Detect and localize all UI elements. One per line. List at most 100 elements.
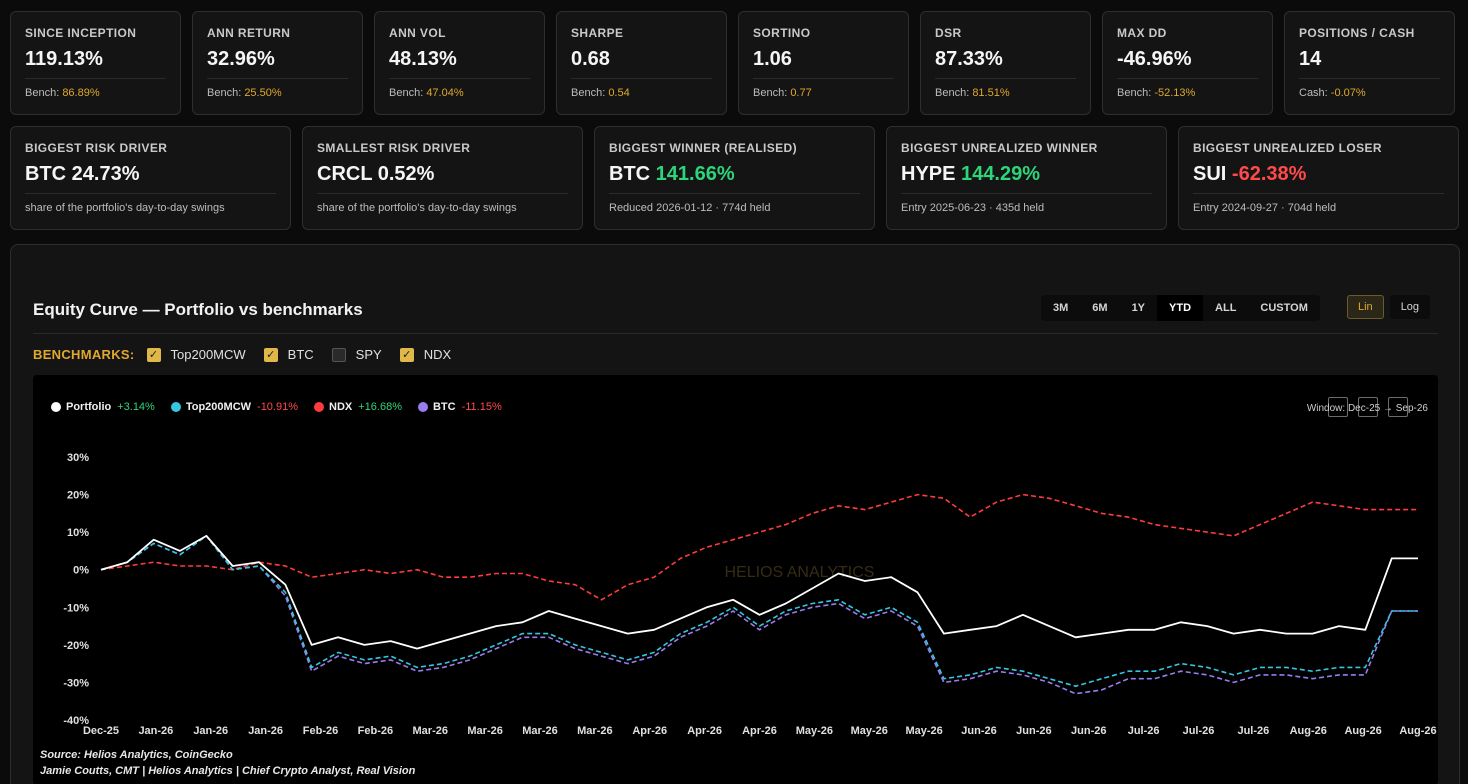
x-tick-label: Jun-26: [961, 725, 996, 737]
x-tick-label: Mar-26: [467, 725, 502, 737]
series-line-portfolio[interactable]: [100, 535, 1418, 650]
divider: [935, 78, 1076, 79]
benchmarks-row: BENCHMARKS: ✓ Top200MCW ✓ BTC SPY ✓ NDX: [33, 347, 469, 362]
range-button-6m[interactable]: 6M: [1092, 302, 1108, 314]
risk-card: BIGGEST UNREALIZED LOSER SUI -62.38% Entry…: [1178, 126, 1459, 230]
risk-driver-row: BIGGEST RISK DRIVER BTC 24.73% share of th…: [10, 126, 1459, 230]
risk-percent: 141.66%: [655, 163, 735, 185]
kpi-label: ANN RETURN: [207, 26, 291, 40]
divider: [609, 193, 860, 194]
risk-label: BIGGEST UNREALIZED LOSER: [1193, 141, 1382, 155]
kpi-bench-prefix: Bench:: [207, 87, 245, 99]
kpi-value: 14: [1299, 48, 1322, 70]
divider: [25, 78, 166, 79]
checkbox-checked-icon[interactable]: ✓: [146, 347, 161, 362]
range-button-custom[interactable]: CUSTOM: [1260, 302, 1308, 314]
checkbox-checked-icon[interactable]: ✓: [263, 347, 278, 362]
download-icon[interactable]: [1328, 397, 1348, 417]
checkbox-empty-icon[interactable]: [331, 347, 346, 362]
kpi-value: 48.13%: [389, 48, 457, 70]
y-tick-label: -20%: [63, 640, 89, 652]
legend-name: Portfolio: [66, 401, 112, 413]
kpi-label: DSR: [935, 26, 962, 40]
range-selector: 3M 6M 1Y YTD ALL CUSTOM: [1041, 295, 1320, 321]
x-tick-label: Mar-26: [522, 725, 557, 737]
x-tick-label: May-26: [851, 725, 888, 737]
legend-change: -11.15%: [461, 401, 502, 413]
equity-chart[interactable]: Portfolio +3.14% Top200MCW -10.91% NDX +16.68…: [33, 375, 1438, 784]
y-tick-label: -10%: [63, 602, 89, 614]
scale-button-lin[interactable]: Lin: [1347, 295, 1384, 319]
chart-svg: 30% 20% 10% 0% -10% -20% -30% -40%Dec-25 Jan-26 J…: [63, 452, 1436, 737]
checkbox-checked-icon[interactable]: ✓: [399, 347, 414, 362]
divider: [753, 78, 894, 79]
x-tick-label: Jan-26: [248, 725, 283, 737]
kpi-value: 119.13%: [25, 48, 103, 70]
kpi-bench-prefix: Bench:: [389, 87, 427, 99]
kpi-card: MAX DD -46.96% Bench: -52.13%: [1102, 11, 1273, 115]
kpi-bench-prefix: Bench:: [1117, 87, 1155, 99]
kpi-bench-prefix: Cash:: [1299, 87, 1331, 99]
benchmarks-label: BENCHMARKS:: [33, 347, 135, 362]
kpi-value: 1.06: [753, 48, 792, 70]
kpi-card: DSR 87.33% Bench: 81.51%: [920, 11, 1091, 115]
divider: [25, 193, 276, 194]
y-tick-label: 0%: [73, 565, 89, 577]
window-range-text: Window: Dec-25 → Sep-26: [1306, 403, 1428, 414]
equity-curve-panel: Equity Curve — Portfolio vs benchmarks 3…: [10, 244, 1460, 784]
kpi-bench-prefix: Bench:: [571, 87, 609, 99]
x-tick-label: Jun-26: [1016, 725, 1051, 737]
kpi-card: SINCE INCEPTION 119.13% Bench: 86.89%: [10, 11, 181, 115]
legend-item-ndx[interactable]: NDX +16.68%: [314, 401, 402, 413]
x-tick-label: Dec-25: [83, 725, 119, 737]
benchmark-checkbox-top200mcw[interactable]: ✓ Top200MCW: [146, 347, 246, 362]
range-button-ytd[interactable]: YTD: [1157, 295, 1204, 321]
benchmark-checkbox-ndx[interactable]: ✓ NDX: [399, 347, 452, 362]
divider: [1299, 78, 1440, 79]
scale-selector: Lin Log: [1347, 295, 1431, 319]
legend-item-portfolio[interactable]: Portfolio +3.14%: [51, 401, 155, 413]
series-line-btc[interactable]: [100, 535, 1418, 695]
range-button-all[interactable]: ALL: [1215, 302, 1237, 314]
divider: [901, 193, 1152, 194]
x-tick-label: May-26: [905, 725, 942, 737]
risk-card: BIGGEST UNREALIZED WINNER HYPE 144.29% Ent…: [886, 126, 1167, 230]
kpi-label: ANN VOL: [389, 26, 446, 40]
scale-button-log[interactable]: Log: [1389, 295, 1431, 319]
risk-card: BIGGEST WINNER (REALISED) BTC 141.66% Redu…: [594, 126, 875, 230]
kpi-label: SHARPE: [571, 26, 624, 40]
watermark: HELIOS ANALYTICS: [725, 564, 875, 581]
kpi-card: SHARPE 0.68 Bench: 0.54: [556, 11, 727, 115]
divider: [571, 78, 712, 79]
risk-sub: share of the portfolio's day-to-day swin…: [25, 202, 225, 214]
benchmark-checkbox-btc[interactable]: ✓ BTC: [263, 347, 314, 362]
risk-percent: 0.52%: [377, 163, 435, 185]
kpi-bench: Bench: 86.89%: [25, 87, 166, 99]
copy-icon[interactable]: [1358, 397, 1378, 417]
x-tick-label: Aug-26: [1399, 725, 1436, 737]
x-tick-label: Mar-26: [577, 725, 612, 737]
kpi-card: SORTINO 1.06 Bench: 0.77: [738, 11, 909, 115]
divider: [207, 78, 348, 79]
legend-change: +3.14%: [117, 401, 155, 413]
divider: [317, 193, 568, 194]
x-tick-label: Jan-26: [193, 725, 228, 737]
range-button-3m[interactable]: 3M: [1053, 302, 1069, 314]
y-tick-label: 30%: [67, 452, 89, 464]
series-line-ndx[interactable]: [100, 493, 1418, 601]
benchmark-checkbox-spy[interactable]: SPY: [331, 347, 382, 362]
benchmark-label: NDX: [423, 347, 452, 362]
legend-dot-icon: [417, 402, 428, 412]
series-line-top200mcw[interactable]: [100, 535, 1418, 688]
kpi-label: MAX DD: [1117, 26, 1167, 40]
panel-title: Equity Curve — Portfolio vs benchmarks: [33, 300, 363, 319]
range-button-1y[interactable]: 1Y: [1131, 302, 1146, 314]
y-tick-label: 20%: [67, 490, 89, 502]
legend-change: +16.68%: [358, 401, 402, 413]
kpi-card: POSITIONS / CASH 14 Cash: -0.07%: [1284, 11, 1455, 115]
fullscreen-icon[interactable]: [1388, 397, 1408, 417]
divider: [1193, 193, 1444, 194]
risk-label: BIGGEST RISK DRIVER: [25, 141, 168, 155]
legend-item-top200mcw[interactable]: Top200MCW -10.91%: [170, 401, 298, 413]
legend-item-btc[interactable]: BTC -11.15%: [417, 401, 502, 413]
